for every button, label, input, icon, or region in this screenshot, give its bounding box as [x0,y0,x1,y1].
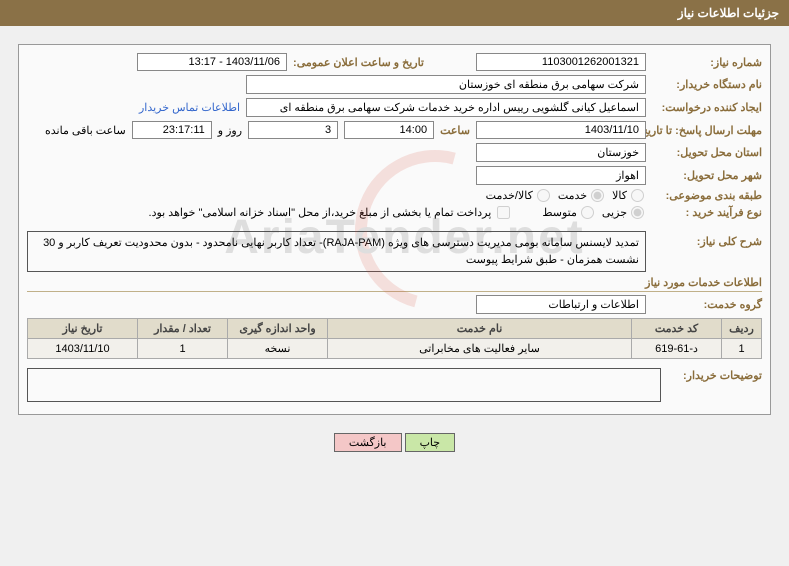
requester-value: اسماعیل کیانی گلشویی رییس اداره خرید خدم… [246,98,646,117]
treasury-checkbox[interactable] [497,206,510,219]
col-unit: واحد اندازه گیری [228,319,328,339]
deadline-date: 1403/11/10 [476,121,646,139]
need-number-value: 1103001262001321 [476,53,646,71]
service-group-value: اطلاعات و ارتباطات [476,295,646,314]
process-label: نوع فرآیند خرید : [652,206,762,219]
time-label: ساعت [440,124,470,137]
print-button[interactable]: چاپ [405,433,456,452]
announce-value: 1403/11/06 - 13:17 [137,53,287,71]
days-remaining: 3 [248,121,338,139]
cell-code: د-61-619 [632,339,722,359]
process-partial-label: جزیی [602,206,627,219]
countdown-time: 23:17:11 [132,121,212,139]
category-label: طبقه بندی موضوعی: [652,189,762,202]
cell-qty: 1 [138,339,228,359]
delivery-city-value: اهواز [476,166,646,185]
cat-goods-service-radio[interactable] [537,189,550,202]
cat-goods-service-label: کالا/خدمت [486,189,533,202]
cell-name: سایر فعالیت های مخابراتی [328,339,632,359]
deadline-label: مهلت ارسال پاسخ: تا تاریخ: [652,124,762,137]
cat-service-radio[interactable] [591,189,604,202]
payment-note: پرداخت تمام یا بخشی از مبلغ خرید،از محل … [149,206,492,219]
page-title: جزئیات اطلاعات نیاز [678,6,779,20]
days-and-label: روز و [218,124,242,137]
buyer-notes-label: توضیحات خریدار: [667,365,762,382]
button-row: چاپ بازگشت [0,433,789,452]
col-code: کد خدمت [632,319,722,339]
need-number-label: شماره نیاز: [652,56,762,69]
col-row: ردیف [722,319,762,339]
delivery-city-label: شهر محل تحویل: [652,169,762,182]
cell-date: 1403/11/10 [28,339,138,359]
col-date: تاریخ نیاز [28,319,138,339]
col-name: نام خدمت [328,319,632,339]
cat-service-label: خدمت [558,189,587,202]
page-header: جزئیات اطلاعات نیاز [0,0,789,26]
cell-unit: نسخه [228,339,328,359]
delivery-province-label: استان محل تحویل: [652,146,762,159]
process-partial-radio[interactable] [631,206,644,219]
service-group-label: گروه خدمت: [652,298,762,311]
buyer-notes-box [27,368,661,402]
cell-row: 1 [722,339,762,359]
cat-goods-radio[interactable] [631,189,644,202]
requester-label: ایجاد کننده درخواست: [652,101,762,114]
main-form: AriaTender.net شماره نیاز: 1103001262001… [18,44,771,415]
process-medium-radio[interactable] [581,206,594,219]
deadline-time: 14:00 [344,121,434,139]
buyer-org-label: نام دستگاه خریدار: [652,78,762,91]
overview-label: شرح کلی نیاز: [652,231,762,248]
cat-goods-label: کالا [612,189,627,202]
buyer-contact-link[interactable]: اطلاعات تماس خریدار [139,101,240,114]
back-button[interactable]: بازگشت [334,433,402,452]
buyer-org-value: شرکت سهامی برق منطقه ای خوزستان [246,75,646,94]
col-qty: تعداد / مقدار [138,319,228,339]
process-medium-label: متوسط [542,206,577,219]
remain-label: ساعت باقی مانده [45,124,126,137]
announce-label: تاریخ و ساعت اعلان عمومی: [293,56,424,69]
services-section-header: اطلاعات خدمات مورد نیاز [27,276,762,292]
overview-text: تمدید لایسنس سامانه بومی مدیریت دسترسی ه… [27,231,646,272]
table-row: 1 د-61-619 سایر فعالیت های مخابراتی نسخه… [28,339,762,359]
delivery-province-value: خوزستان [476,143,646,162]
services-table: ردیف کد خدمت نام خدمت واحد اندازه گیری ت… [27,318,762,359]
